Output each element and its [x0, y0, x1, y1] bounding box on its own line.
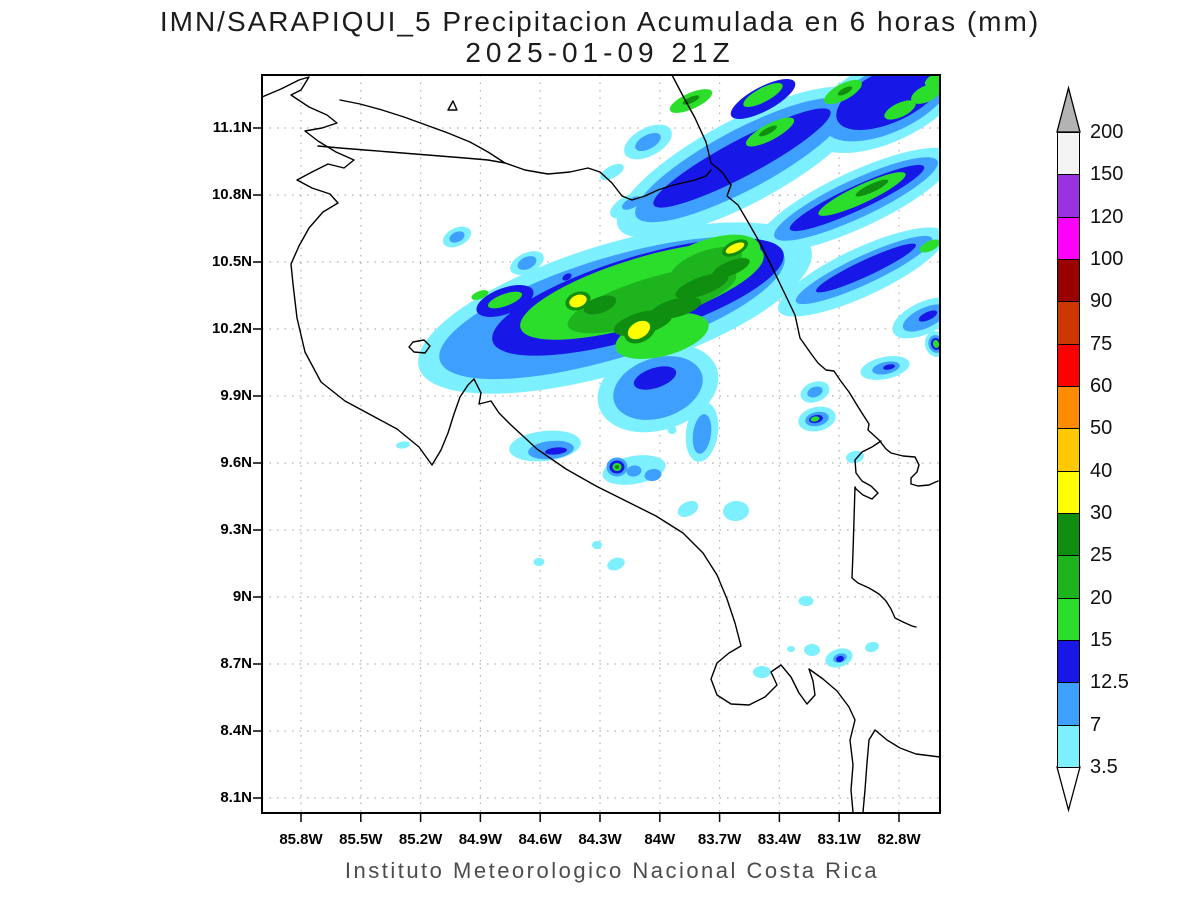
coastline-pacific [262, 76, 856, 813]
colorbar-segment-7 [1057, 682, 1080, 726]
lon-label-84W: 84W [644, 831, 676, 848]
precip-layer-30mm [569, 242, 745, 340]
page-title: IMN/SARAPIQUI_5 Precipitacion Acumulada … [159, 6, 1041, 37]
lon-label-83.1W: 83.1W [817, 831, 861, 848]
lon-label-85.5W: 85.5W [339, 831, 383, 848]
colorbar-segment-30 [1057, 470, 1080, 514]
lon-label-85.2W: 85.2W [398, 831, 443, 848]
colorbar-label-100: 100 [1090, 248, 1124, 270]
colorbar-label-200: 200 [1090, 121, 1124, 143]
coastline-sixaola-lagoon [851, 440, 917, 628]
colorbar-label-75: 75 [1090, 332, 1113, 355]
colorbar-label-15: 15 [1090, 629, 1113, 651]
colorbar-label-90: 90 [1090, 290, 1113, 313]
coastline-caribbean [671, 75, 939, 487]
colorbar-segment-12.5 [1057, 640, 1080, 684]
colorbar-label-40: 40 [1090, 459, 1113, 482]
lat-label-8.7N: 8.7N [220, 655, 252, 672]
lon-label-84.9W: 84.9W [458, 831, 503, 848]
lat-label-10.8N: 10.8N [211, 186, 252, 203]
colorbar-segment-40 [1057, 428, 1080, 472]
caption: Instituto Meteorologico Nacional Costa R… [344, 858, 880, 883]
map-frame [261, 74, 941, 814]
colorbar-segment-100 [1057, 216, 1080, 260]
page-title-date: 2025-01-09 21Z [465, 37, 735, 68]
lake-island [447, 100, 458, 111]
lon-label-83.4W: 83.4W [757, 831, 802, 848]
lon-label-84.3W: 84.3W [578, 831, 622, 848]
lat-label-10.5N: 10.5N [211, 253, 252, 270]
axis-ticks [253, 127, 900, 822]
colorbar-segment-3.5 [1057, 724, 1080, 768]
colorbar-label-7: 7 [1090, 713, 1102, 736]
colorbar-under-arrow [1056, 766, 1081, 813]
lat-label-9.3N: 9.3N [220, 521, 252, 538]
coastlines [262, 75, 940, 813]
lat-label-10.2N: 10.2N [211, 320, 252, 337]
colorbar-label-30: 30 [1090, 502, 1113, 524]
colorbar-segment-150 [1057, 132, 1080, 176]
san-juan-river-border [504, 162, 712, 201]
colorbar-segment-50 [1057, 386, 1080, 430]
lon-label-84.6W: 84.6W [518, 831, 562, 848]
colorbar-label-120: 120 [1090, 205, 1124, 228]
colorbar-over-arrow [1056, 85, 1081, 133]
coastline-punta-burica [862, 729, 940, 813]
lat-label-8.4N: 8.4N [220, 722, 252, 739]
colorbar-segment-15 [1057, 597, 1080, 641]
colorbar-label-12.5: 12.5 [1090, 671, 1129, 694]
lat-label-9.6N: 9.6N [220, 454, 252, 471]
colorbar-label-50: 50 [1090, 417, 1113, 440]
lake-nicaragua-shore [339, 99, 506, 164]
grid-lines [262, 75, 940, 813]
lon-label-85.8W: 85.8W [279, 831, 323, 848]
lon-label-82.8W: 82.8W [877, 831, 921, 848]
nicaragua-border-line [317, 145, 506, 164]
colorbar-label-25: 25 [1090, 544, 1113, 567]
chira-island [408, 339, 431, 354]
colorbar-segment-120 [1057, 174, 1080, 218]
colorbar-segment-60 [1057, 343, 1080, 387]
lat-label-11.1N: 11.1N [212, 119, 252, 136]
lon-label-83.7W: 83.7W [697, 831, 742, 848]
colorbar-label-60: 60 [1090, 375, 1113, 397]
lat-label-9.9N: 9.9N [220, 387, 252, 404]
precipitation-map [253, 74, 941, 822]
colorbar-segment-90 [1057, 259, 1080, 303]
colorbar-label-150: 150 [1090, 163, 1124, 186]
colorbar-segment-20 [1057, 555, 1080, 599]
lat-label-8.1N: 8.1N [220, 789, 252, 806]
lat-label-9N: 9N [232, 588, 252, 605]
colorbar-segment-75 [1057, 301, 1080, 345]
colorbar-label-20: 20 [1090, 586, 1113, 609]
colorbar-label-3.5: 3.5 [1090, 756, 1118, 778]
colorbar-segment-25 [1057, 513, 1080, 557]
precipitation-field [396, 75, 940, 678]
